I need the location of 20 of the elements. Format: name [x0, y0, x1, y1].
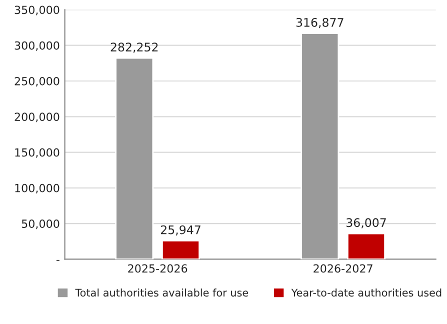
bar	[300, 32, 340, 260]
y-tick-label: 200,000	[14, 112, 60, 122]
data-label: 25,947	[160, 225, 200, 236]
data-label: 316,877	[296, 18, 344, 28]
data-label: 282,252	[110, 42, 158, 53]
y-tick-label: 150,000	[15, 148, 60, 158]
y-tick-label: 300,000	[14, 41, 60, 51]
y-tick-label: 250,000	[14, 76, 60, 87]
y-tick-label: 350,000	[14, 6, 60, 16]
x-tick-label: 2025-2026	[128, 264, 188, 273]
bar	[347, 232, 386, 260]
legend-label: Total authorities available for use	[75, 288, 248, 297]
y-tick-label: 100,000	[15, 184, 60, 194]
y-tick-label: 50,000	[22, 220, 60, 230]
legend-label: Year-to-date authorities used	[291, 288, 442, 297]
data-label: 36,007	[346, 218, 386, 228]
x-tick-label: 2026-2027	[314, 264, 372, 273]
y-tick-label: -	[56, 260, 60, 261]
bar	[162, 240, 200, 260]
bar	[115, 57, 154, 260]
